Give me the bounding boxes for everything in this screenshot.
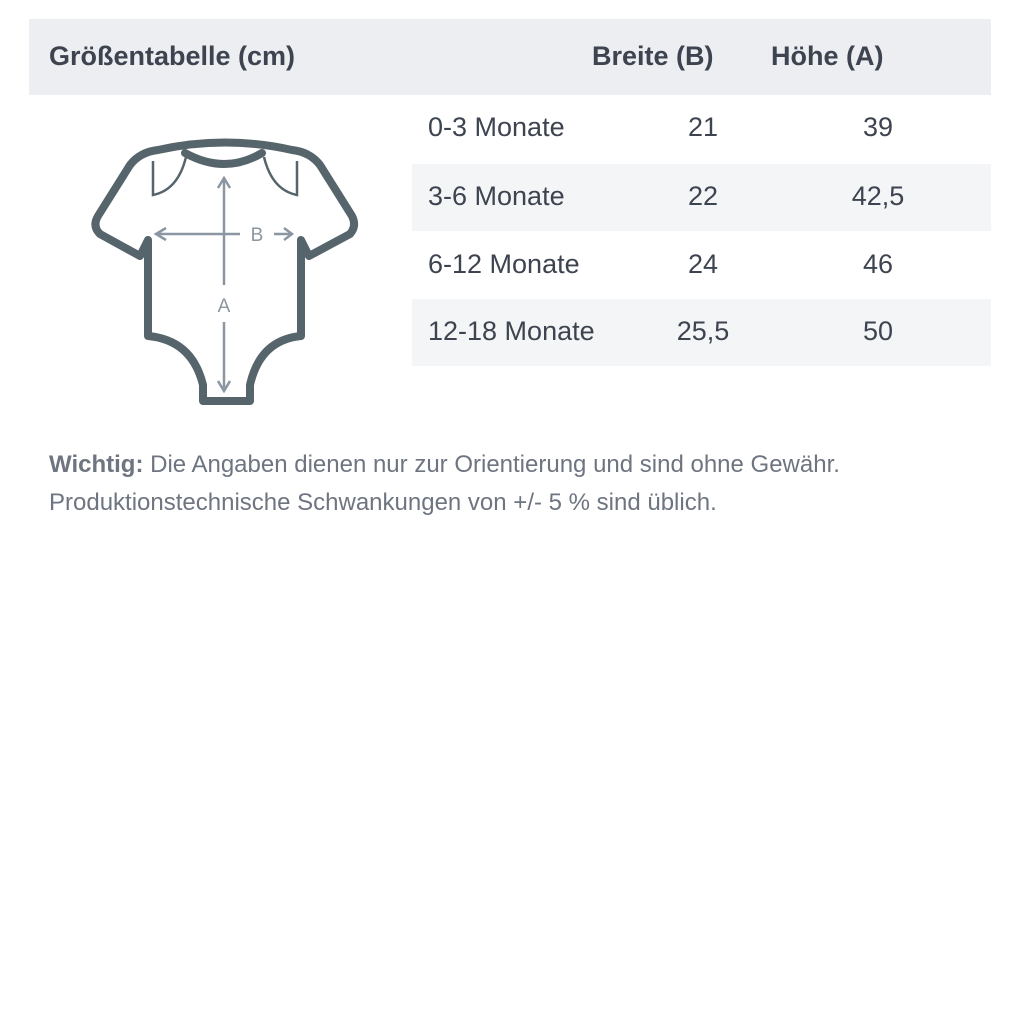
table-row: 3-6 Monate 22 42,5 <box>412 164 991 231</box>
note-line-2: Produktionstechnische Schwankungen von +… <box>49 489 717 516</box>
table-row: 0-3 Monate 21 39 <box>428 112 894 142</box>
table-title: Größentabelle (cm) <box>49 41 296 71</box>
label-a: A <box>218 296 231 317</box>
size-cell: 0-3 Monate <box>428 112 565 142</box>
size-cell: 12-18 Monate <box>428 316 595 346</box>
size-cell: 3-6 Monate <box>428 181 565 211</box>
label-b: B <box>251 225 264 246</box>
note-line-1: Die Angaben dienen nur zur Orientierung … <box>143 451 840 478</box>
table-row: 6-12 Monate 24 46 <box>428 249 894 279</box>
table-row: 12-18 Monate 25,5 50 <box>412 299 991 366</box>
note-label: Wichtig: <box>49 451 144 478</box>
column-header-width: Breite (B) <box>592 41 714 71</box>
table-header: Größentabelle (cm) Breite (B) Höhe (A) <box>29 19 991 95</box>
size-cell: 6-12 Monate <box>428 249 580 279</box>
baby-bodysuit-icon: B A <box>91 138 359 405</box>
disclaimer-note: Wichtig: Die Angaben dienen nur zur Orie… <box>49 446 840 522</box>
column-header-height: Höhe (A) <box>771 41 884 71</box>
